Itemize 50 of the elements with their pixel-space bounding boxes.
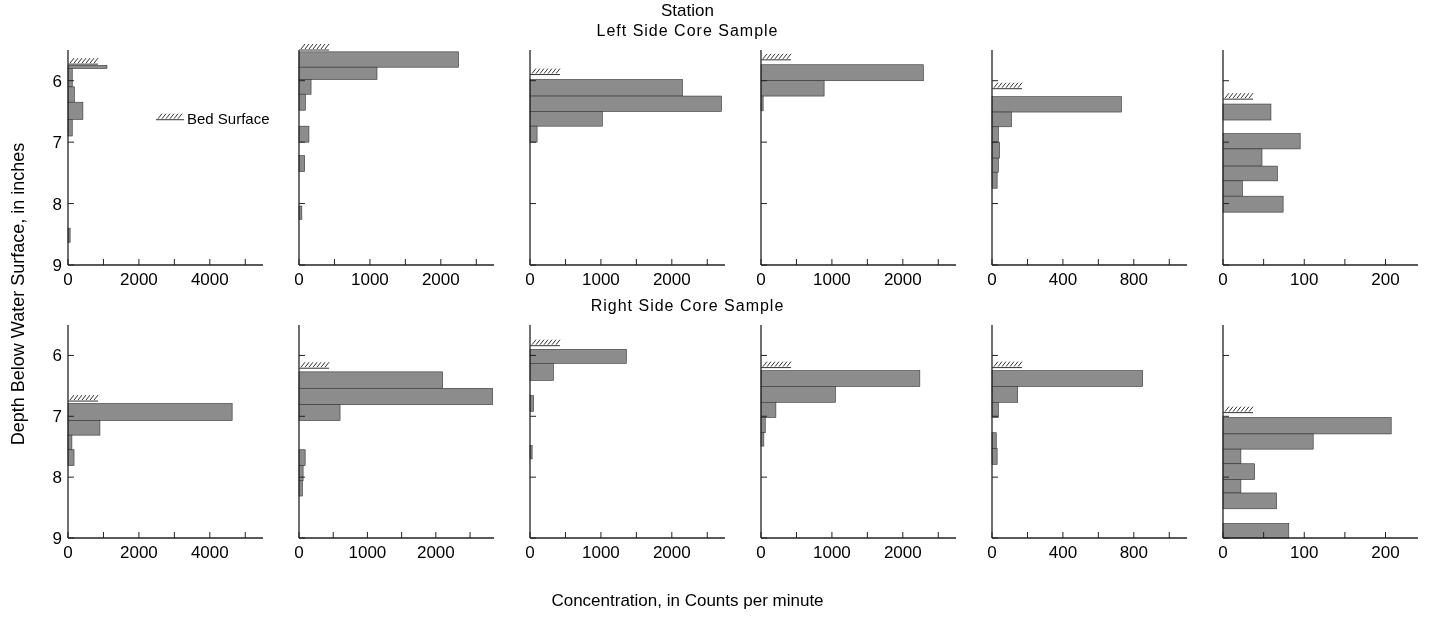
x-tick-label: 200 [1371,543,1400,562]
x-tick-label: 400 [1048,270,1078,289]
y-tick-label: 8 [52,194,62,214]
x-tick-label: 1000 [351,270,389,289]
y-axis-title: Depth Below Water Surface, in inches [8,142,28,446]
x-tick-label: 1000 [812,543,851,562]
x-tick-label: 2000 [120,270,158,289]
x-tick-label: 0 [987,543,997,562]
x-tick-label: 0 [1218,270,1228,289]
x-tick-label: 2000 [883,543,922,562]
x-tick-label: 2000 [883,270,922,289]
x-tick-label: 0 [987,270,997,289]
x-tick-label: 2000 [120,543,158,562]
annotation: Bed Surface [187,109,270,127]
x-tick-label: 100 [1290,543,1319,562]
y-tick-label: 7 [52,133,62,153]
x-tick-label: 0 [756,270,766,289]
x-tick-label: 0 [294,270,304,289]
chart-subtitle: Left Side Core Sample [596,22,779,39]
x-tick-label: 4000 [190,270,229,289]
x-tick-label: 2000 [652,270,691,289]
y-tick-label: 9 [52,256,62,275]
x-tick-label: 2000 [652,543,691,562]
x-tick-label: 0 [1218,543,1228,562]
x-tick-label: 1000 [581,270,620,289]
y-tick-label: 9 [52,529,62,548]
chart-title: Station [661,1,714,20]
x-tick-label: 200 [1371,270,1400,289]
x-tick-label: 800 [1119,270,1149,289]
x-tick-label: 800 [1119,543,1149,562]
x-tick-label: 4000 [190,543,229,562]
x-tick-label: 0 [63,270,73,289]
y-tick-label: 7 [52,407,62,427]
x-tick-label: 2000 [421,270,460,289]
chart-subtitle: Right Side Core Sample [590,297,785,314]
x-tick-label: 1000 [348,543,387,562]
x-tick-label: 0 [525,543,535,562]
x-tick-label: 0 [756,543,766,562]
y-tick-label: 6 [52,346,62,366]
y-tick-label: 6 [52,71,62,91]
x-tick-label: 0 [63,543,73,562]
x-axis-title: Concentration, in Counts per minute [551,591,824,610]
y-tick-label: 8 [52,468,62,488]
x-tick-label: 100 [1290,270,1319,289]
x-tick-label: 1000 [812,270,851,289]
x-tick-label: 400 [1048,543,1078,562]
x-tick-label: 0 [525,270,535,289]
x-tick-label: 0 [294,543,304,562]
x-tick-label: 2000 [416,543,455,562]
x-tick-label: 1000 [581,543,620,562]
